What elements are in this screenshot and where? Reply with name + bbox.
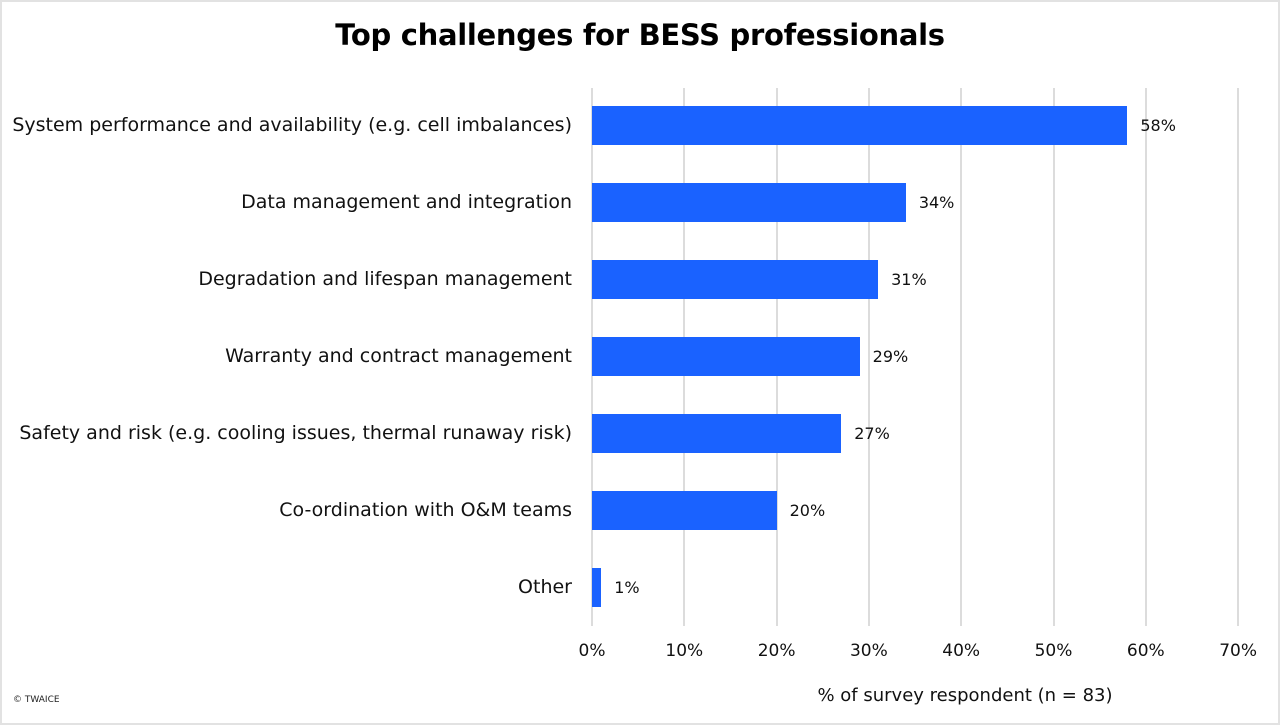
category-label: Warranty and contract management bbox=[225, 345, 572, 367]
x-tick-label: 0% bbox=[578, 641, 606, 661]
bar bbox=[592, 183, 906, 222]
category-label: System performance and availability (e.g… bbox=[12, 114, 572, 136]
x-tick-label: 70% bbox=[1219, 641, 1257, 661]
bar bbox=[592, 414, 842, 453]
category-label: Safety and risk (e.g. cooling issues, th… bbox=[19, 422, 572, 444]
x-tick-label: 60% bbox=[1126, 641, 1165, 661]
value-label: 58% bbox=[1140, 116, 1176, 135]
x-tick-label: 20% bbox=[757, 641, 796, 661]
category-label: Data management and integration bbox=[241, 191, 572, 213]
chart-title: Top challenges for BESS professionals bbox=[335, 18, 945, 52]
value-label: 29% bbox=[872, 347, 909, 366]
x-tick-label: 30% bbox=[849, 641, 888, 661]
category-label: Degradation and lifespan management bbox=[198, 268, 572, 290]
value-label: 31% bbox=[891, 270, 927, 289]
bar bbox=[592, 260, 879, 299]
x-tick-label: 10% bbox=[665, 641, 704, 661]
value-label: 34% bbox=[918, 193, 955, 212]
gridline bbox=[960, 88, 963, 626]
gridline bbox=[1237, 88, 1240, 626]
x-tick-label: 50% bbox=[1034, 641, 1073, 661]
value-label: 20% bbox=[789, 501, 826, 520]
category-label: Other bbox=[518, 576, 572, 598]
bar bbox=[592, 106, 1128, 145]
value-label: 27% bbox=[854, 424, 890, 443]
x-tick-label: 40% bbox=[942, 641, 981, 661]
bar bbox=[592, 491, 777, 530]
copyright-notice: © TWAICE bbox=[13, 695, 60, 705]
x-axis-title: % of survey respondent (n = 83) bbox=[817, 685, 1113, 706]
bar bbox=[592, 568, 602, 607]
gridline bbox=[1052, 88, 1055, 626]
gridline bbox=[867, 88, 870, 626]
value-label: 1% bbox=[614, 578, 640, 597]
category-label: Co-ordination with O&M teams bbox=[279, 499, 572, 521]
bar bbox=[592, 337, 860, 376]
gridline bbox=[1144, 88, 1147, 626]
